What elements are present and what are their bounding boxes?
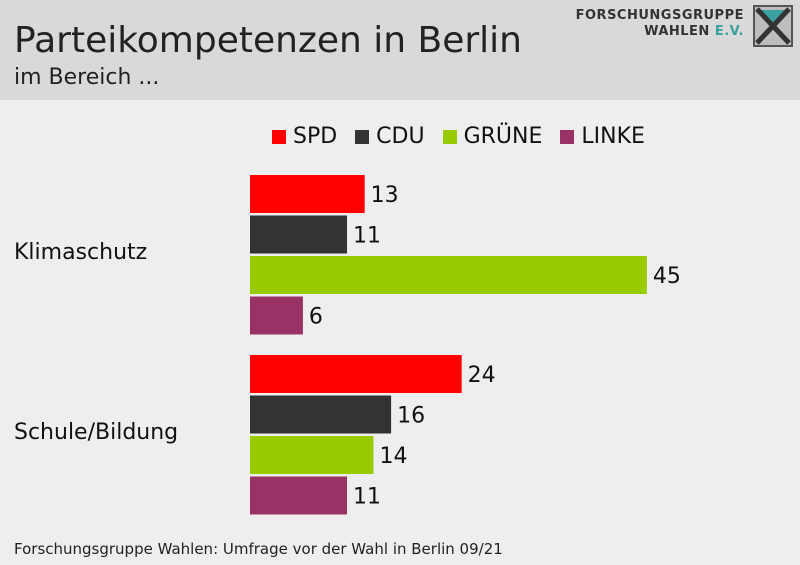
chart-legend: SPD CDU GRÜNE LINKE xyxy=(272,124,645,149)
legend-swatch-gruene xyxy=(442,129,457,144)
legend-label-gruene: GRÜNE xyxy=(463,124,543,149)
bar-klimaschutz-grne xyxy=(250,256,647,294)
bar-klimaschutz-spd xyxy=(250,175,365,213)
bar-schule-bildung-spd xyxy=(250,355,462,393)
source-footnote: Forschungsgruppe Wahlen: Umfrage vor der… xyxy=(14,540,503,558)
value-label-schule-bildung-grne: 14 xyxy=(379,444,407,469)
legend-swatch-linke xyxy=(560,129,575,144)
value-label-klimaschutz-cdu: 11 xyxy=(353,224,381,249)
value-label-schule-bildung-spd: 24 xyxy=(468,363,496,388)
category-label-klimaschutz: Klimaschutz xyxy=(14,240,148,265)
logo-text-line2: WAHLEN E.V. xyxy=(644,24,744,39)
value-label-schule-bildung-linke: 11 xyxy=(353,485,381,510)
legend-label-linke: LINKE xyxy=(581,124,645,149)
legend-label-spd: SPD xyxy=(293,124,338,149)
bar-schule-bildung-grne xyxy=(250,436,374,474)
header-band: Parteikompetenzen in Berlin im Bereich .… xyxy=(0,0,800,100)
legend-swatch-cdu xyxy=(355,129,370,144)
legend-item-cdu: CDU xyxy=(355,124,425,149)
value-label-schule-bildung-cdu: 16 xyxy=(397,404,425,429)
chart-title: Parteikompetenzen in Berlin xyxy=(14,20,522,61)
legend-label-cdu: CDU xyxy=(376,124,425,149)
bar-schule-bildung-linke xyxy=(250,476,348,515)
bar-klimaschutz-cdu xyxy=(250,215,348,254)
value-label-klimaschutz-spd: 13 xyxy=(371,183,399,208)
legend-item-linke: LINKE xyxy=(560,124,645,149)
logo-text-ev: E.V. xyxy=(714,24,744,39)
value-label-klimaschutz-grne: 45 xyxy=(653,264,681,289)
logo-text-line1: FORSCHUNGSGRUPPE xyxy=(575,8,744,23)
value-label-klimaschutz-linke: 6 xyxy=(309,305,323,330)
legend-item-gruene: GRÜNE xyxy=(442,124,543,149)
legend-item-spd: SPD xyxy=(272,124,337,149)
logo-mark-icon xyxy=(753,5,793,47)
legend-swatch-spd xyxy=(272,129,286,144)
bar-klimaschutz-linke xyxy=(250,296,303,335)
logo-text-wahlen: WAHLEN xyxy=(644,24,710,39)
bar-schule-bildung-cdu xyxy=(250,395,392,434)
category-label-schule-bildung: Schule/Bildung xyxy=(14,420,179,445)
chart-subtitle: im Bereich ... xyxy=(14,65,160,90)
